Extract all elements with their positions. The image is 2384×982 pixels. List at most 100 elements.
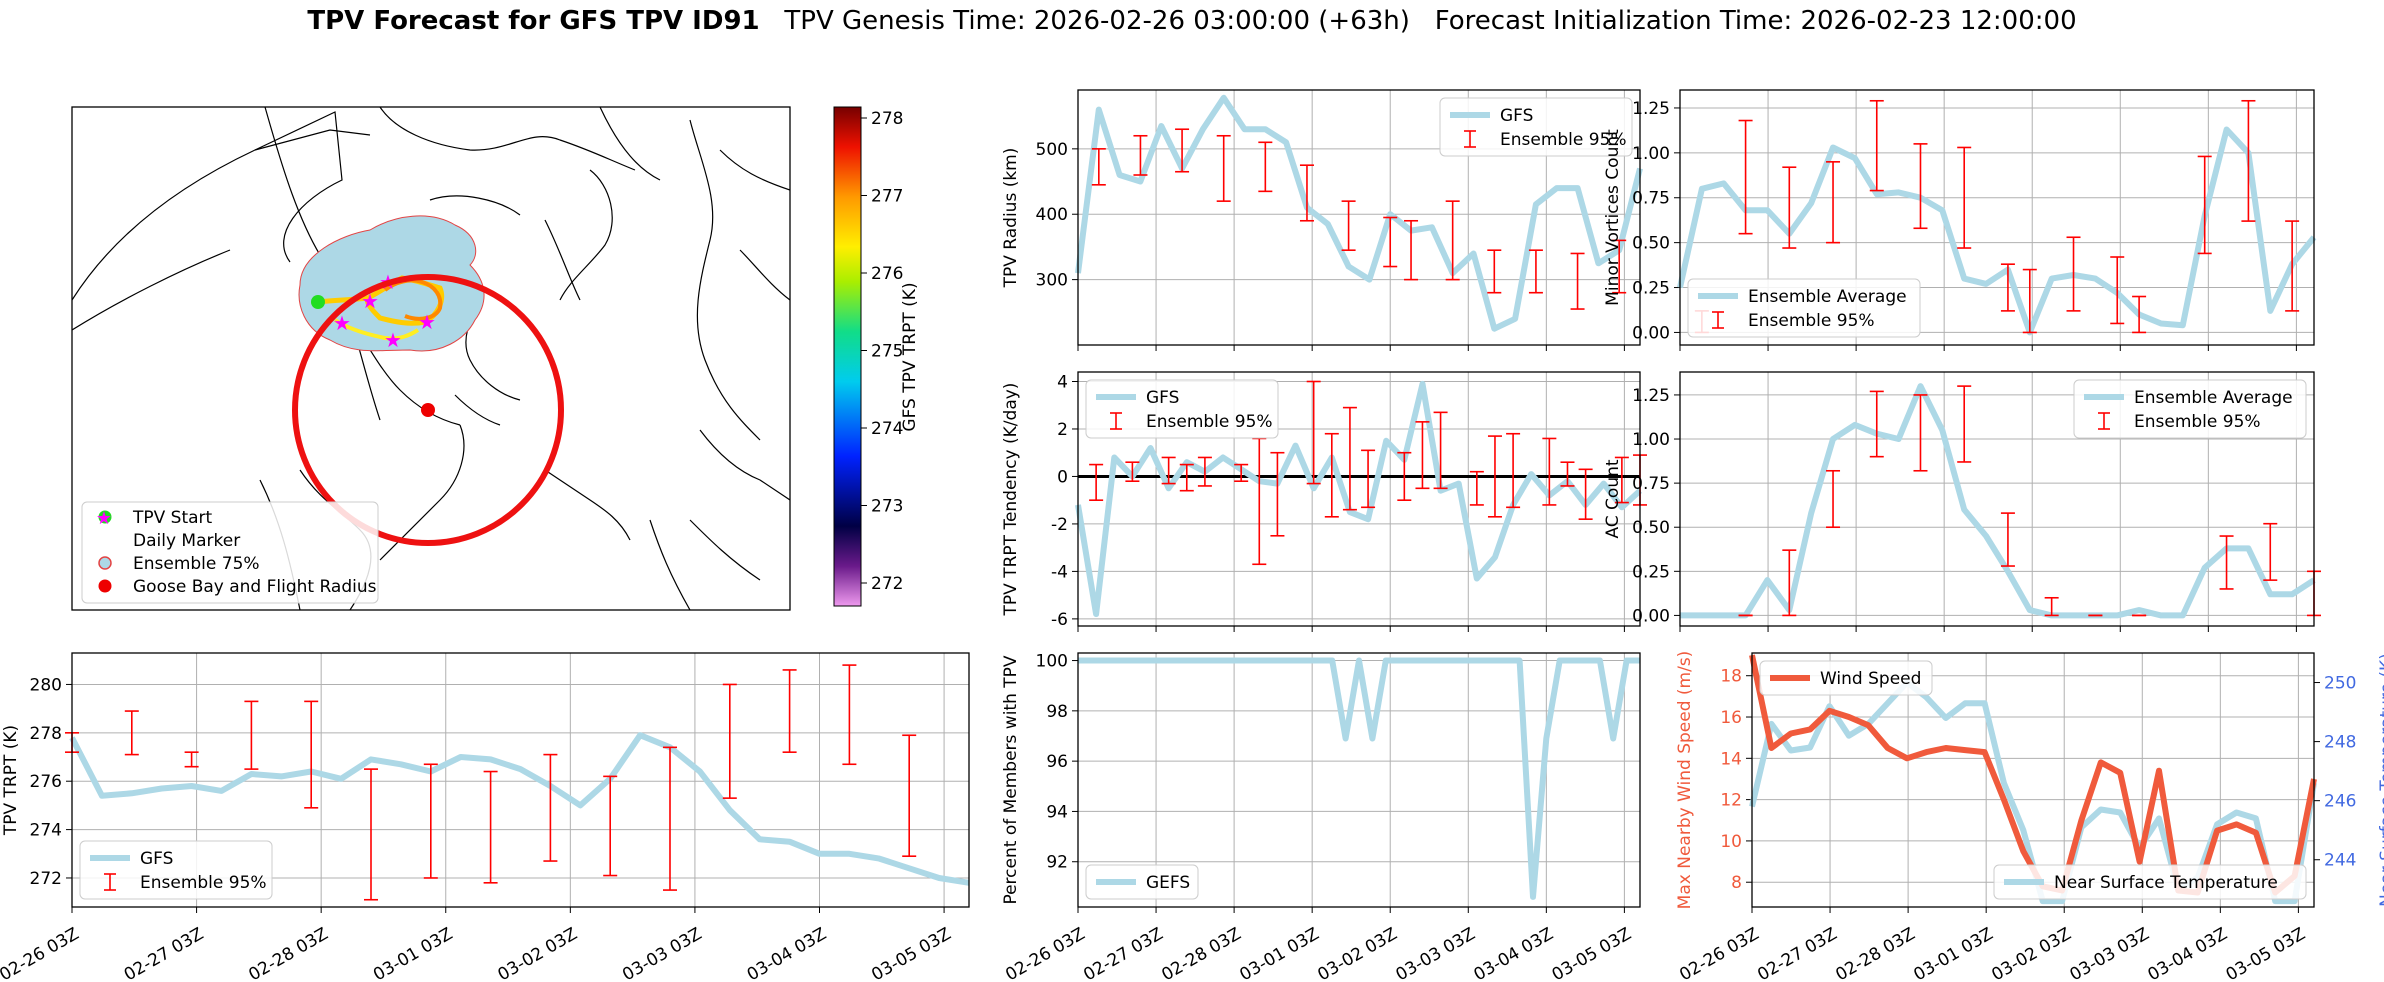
y-tick-label: 0.25: [1632, 279, 1670, 299]
y-tick-label: 100: [1036, 652, 1068, 672]
goose-bay-marker: [421, 403, 435, 417]
plot-frame: [71, 652, 970, 908]
x-tick-label: 03-04 03Z: [744, 924, 830, 982]
figure-title-genesis: TPV Genesis Time: 2026-02-26 03:00:00 (+…: [784, 6, 1410, 36]
map-legend: ★ TPV Start Daily Marker Ensemble 75% Go…: [81, 501, 379, 604]
x-tick-label: 02-27 03Z: [1754, 924, 1840, 982]
x-tick-label: 03-03 03Z: [1392, 924, 1478, 982]
legend-label: Ensemble 95%: [1500, 130, 1627, 150]
figure-title-main: TPV Forecast for GFS TPV ID91: [307, 6, 760, 36]
colorbar-ticks: 278 277 276 275 274 273 272: [861, 109, 903, 594]
goose-bay-radius: [292, 274, 564, 546]
y2-tick-label: 246: [2324, 792, 2356, 812]
y-tick-label: 278: [30, 724, 62, 744]
x-tick-label: 02-27 03Z: [1080, 924, 1166, 982]
x-tick-label: 03-05 03Z: [1549, 924, 1635, 982]
colorbar-tick-label: 276: [871, 264, 903, 284]
y-tick-label: 0.00: [1632, 323, 1670, 343]
svg-text:★: ★: [418, 310, 436, 334]
colorbar-tick-label: 278: [871, 109, 903, 129]
legend: Ensemble Average Ensemble 95%: [1687, 278, 1921, 338]
legend-start-icon: [98, 510, 112, 524]
svg-text:★: ★: [384, 328, 402, 352]
legend-label: Ensemble Average: [1748, 287, 1907, 307]
plot-frame: [1077, 371, 1641, 627]
x-tick-label: 03-02 03Z: [1988, 924, 2074, 982]
colorbar-gradient: [833, 106, 862, 607]
x-tick-label: 02-28 03Z: [1832, 924, 1918, 982]
legend-label-ensemble: Ensemble 75%: [133, 554, 260, 574]
colorbar-tick-label: 272: [871, 574, 903, 594]
legend: GFS Ensemble 95%: [1085, 379, 1279, 439]
y-tick-label: 4: [1057, 372, 1068, 392]
x-tick-label: 03-03 03Z: [619, 924, 705, 982]
svg-text:★: ★: [333, 311, 351, 335]
y-tick-label: 280: [30, 675, 62, 695]
y-tick-label: 94: [1046, 802, 1068, 822]
y-tick-label: 274: [30, 821, 62, 841]
legend: GFS Ensemble 95%: [1439, 97, 1633, 157]
y-tick-label: 10: [1720, 832, 1742, 852]
legend-label: Ensemble 95%: [1146, 412, 1273, 432]
legend-daily-icon: ★: [96, 508, 112, 529]
legend-label: Ensemble 95%: [140, 873, 267, 893]
legend: GFS Ensemble 95%: [79, 840, 273, 900]
series-line: [1680, 383, 2316, 619]
plot-frame: [1679, 371, 2315, 627]
legend-box: [2073, 379, 2307, 439]
x-tick-label: 03-02 03Z: [1314, 924, 1400, 982]
y-tick-label: 0: [1057, 467, 1068, 487]
x-tick-label: 02-26 03Z: [0, 924, 83, 982]
x-tick-label: 03-03 03Z: [2066, 924, 2152, 982]
x-tick-label: 03-01 03Z: [370, 924, 456, 982]
y-tick-label: 272: [30, 869, 62, 889]
y2-tick-label: 250: [2324, 674, 2356, 694]
x-tick-label: 02-28 03Z: [1158, 924, 1244, 982]
legend-label-daily: Daily Marker: [133, 531, 240, 551]
legend-label: Wind Speed: [1820, 669, 1921, 689]
x-tick-label: 02-26 03Z: [1676, 924, 1762, 982]
y-axis-label: Minor Vortices Count: [1603, 129, 1623, 306]
legend-label: GEFS: [1146, 873, 1190, 893]
series-line: [1078, 657, 1640, 900]
y-tick-label: 500: [1036, 140, 1068, 160]
legend: Ensemble Average Ensemble 95%: [2073, 379, 2307, 439]
y-tick-label: 1.25: [1632, 386, 1670, 406]
legend: Wind Speed: [1759, 660, 1933, 696]
x-tick-label: 03-01 03Z: [1236, 924, 1322, 982]
legend-label: Ensemble 95%: [2134, 412, 2261, 432]
map-coastlines: [72, 107, 790, 610]
legend-label: GFS: [140, 849, 173, 869]
series-line: [69, 732, 970, 886]
y-tick-label: 0.75: [1632, 474, 1670, 494]
y-tick-label: 1.00: [1632, 144, 1670, 164]
series-line: [1677, 126, 2317, 336]
chart-minor: 0.00 0.25 0.50 0.75 1.00 1.25 Minor Vortices C…: [1603, 89, 2317, 351]
tpv-track: [317, 275, 445, 326]
y2-tick-label: 244: [2324, 851, 2356, 871]
y2-axis-label: Near Surface Temperature (K): [2377, 653, 2384, 907]
colorbar-tick-label: 274: [871, 419, 903, 439]
x-tick-label: 02-27 03Z: [121, 924, 207, 982]
chart-ac: 0.00 0.25 0.50 0.75 1.00 1.25 AC Count Ensemble…: [1603, 371, 2321, 632]
legend-goose-icon: [98, 579, 112, 593]
tpv-start-marker: [311, 295, 325, 309]
y-tick-label: 98: [1046, 702, 1068, 722]
plot-frame: [1077, 89, 1641, 346]
chart-tendency: -6 -4 -2 0 2 4 TPV TRPT Tendency (K/day) GFS Ens…: [1001, 371, 1647, 632]
y-tick-label: 276: [30, 772, 62, 792]
legend-box: [1993, 864, 2307, 900]
series-line: [1075, 94, 1643, 332]
legend-label: GFS: [1500, 106, 1533, 126]
colorbar-tick-label: 273: [871, 497, 903, 517]
colorbar-tick-label: 277: [871, 187, 903, 207]
y-tick-label: 1.25: [1632, 99, 1670, 119]
legend: Near Surface Temperature: [1993, 864, 2307, 900]
y-tick-label: 2: [1057, 420, 1068, 440]
y-tick-label: 0.50: [1632, 518, 1670, 538]
y-tick-label: 16: [1720, 708, 1742, 728]
plot-frame: [1679, 89, 2315, 346]
y-tick-label: 12: [1720, 791, 1742, 811]
